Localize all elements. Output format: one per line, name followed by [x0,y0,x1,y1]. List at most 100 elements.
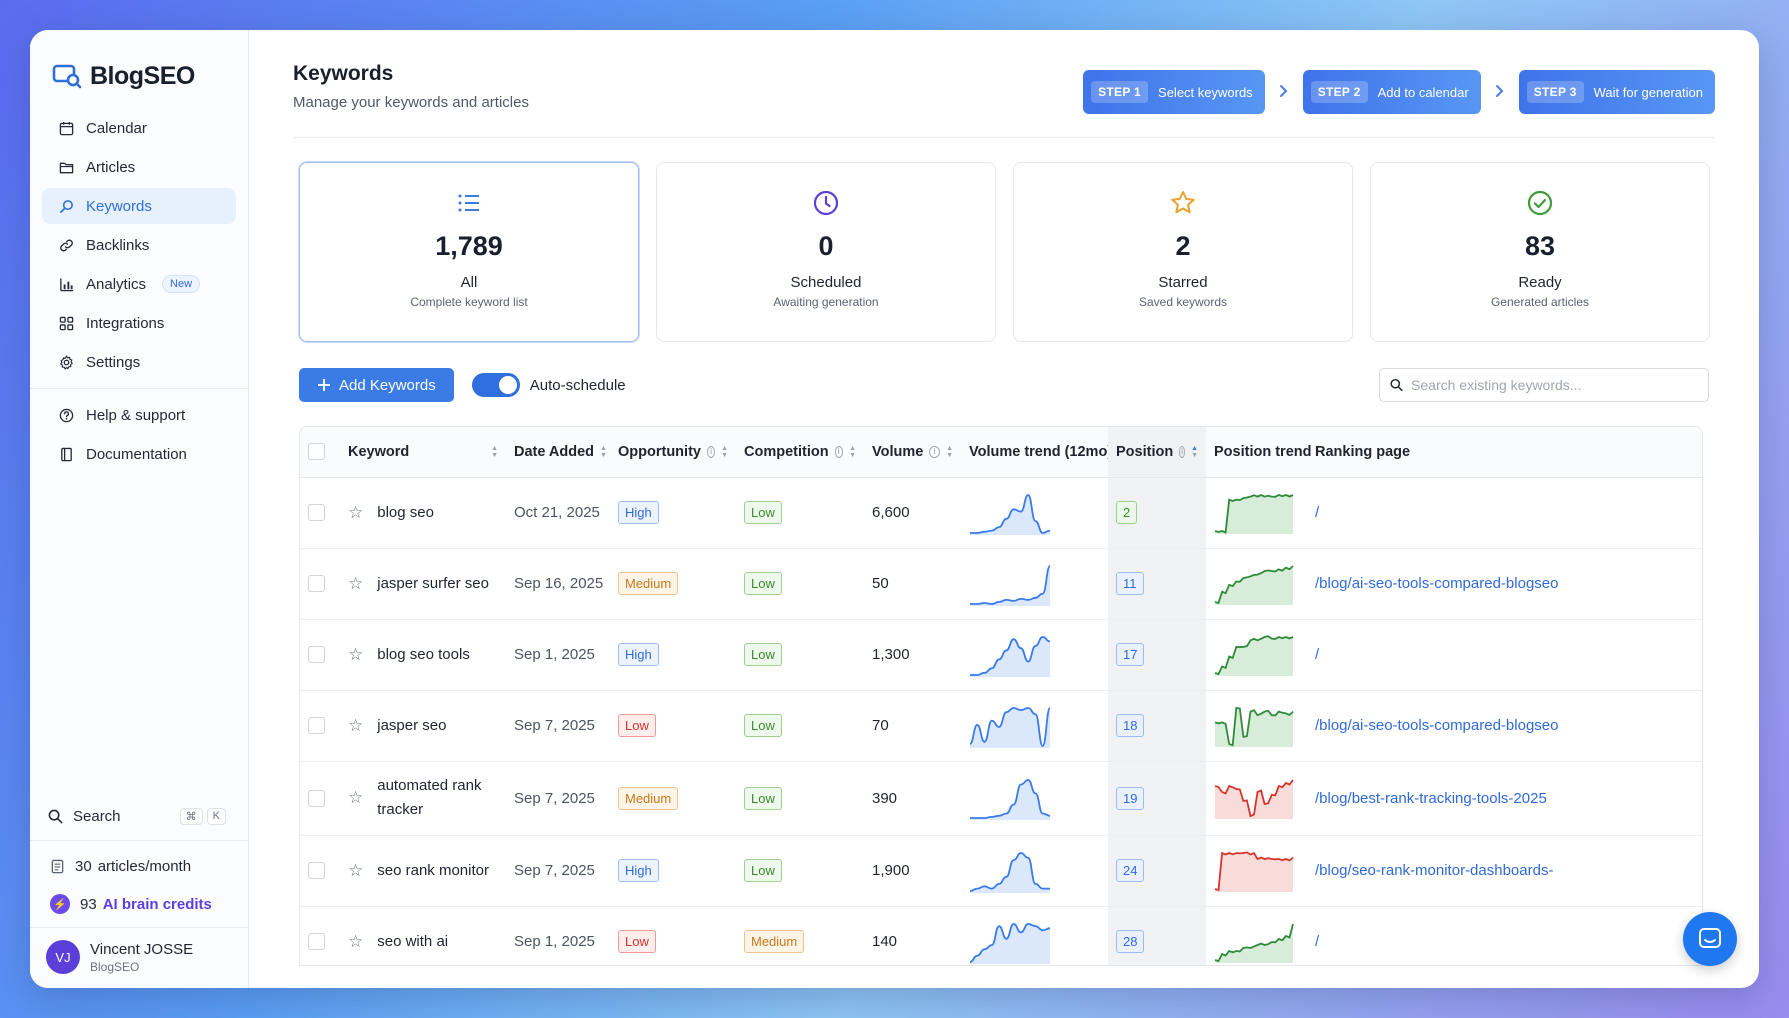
sidebar-item-integrations[interactable]: Integrations [42,305,236,341]
sidebar-item-label: Integrations [86,314,165,332]
sidebar-nav: Calendar Articles Keywords Backlinks Analyti… [42,110,236,380]
logo[interactable]: BlogSEO [42,54,236,98]
volume-cell: 140 [864,906,961,965]
info-icon[interactable]: i [834,445,844,458]
select-all-checkbox[interactable] [308,443,325,461]
column-competition[interactable]: Competition i ▲ ▼ [736,427,864,478]
sidebar-item-backlinks[interactable]: Backlinks [42,227,236,263]
table-row[interactable]: ☆ jasper surfer seo Sep 16, 2025 Medium L… [300,548,1702,620]
search-icon [58,198,74,214]
date-cell: Sep 1, 2025 [506,906,610,965]
row-checkbox[interactable] [308,717,325,735]
page-subtitle: Manage your keywords and articles [293,94,529,111]
stat-card-ready[interactable]: 83 Ready Generated articles [1370,162,1710,342]
competition-cell: Medium [736,906,864,965]
sort-icon[interactable]: ▲ ▼ [849,444,856,459]
ranking-page-link[interactable]: /blog/best-rank-tracking-tools-2025 [1315,789,1547,807]
sort-icon[interactable]: ▲ ▼ [491,444,498,459]
step-1[interactable]: STEP 1 Select keywords [1083,70,1265,114]
ranking-page-link[interactable]: /blog/seo-rank-monitor-dashboards- [1315,862,1554,879]
ranking-page-link[interactable]: / [1315,933,1320,950]
info-icon[interactable]: i [929,445,941,458]
sidebar-item-keywords[interactable]: Keywords [42,188,236,224]
keyword-search[interactable] [1379,368,1709,402]
step-3[interactable]: STEP 3 Wait for generation [1518,70,1715,114]
search-shortcut: ⌘ K [179,807,226,825]
credits-link[interactable]: AI brain credits [102,895,212,913]
sort-icon[interactable]: ▲ ▼ [721,444,728,459]
sidebar-search[interactable]: Search ⌘ K [30,798,248,834]
auto-schedule-toggle[interactable] [471,373,520,397]
info-icon[interactable]: i [1179,445,1186,458]
sidebar-item-analytics[interactable]: Analytics New [42,266,236,302]
sidebar-item-settings[interactable]: Settings [42,344,236,380]
ranking-page-link[interactable]: / [1315,504,1320,521]
table-row[interactable]: ☆ seo rank monitor Sep 7, 2025 High Low 1… [300,835,1702,907]
position-badge: 18 [1116,714,1145,737]
ranking-page-link[interactable]: /blog/ai-seo-tools-compared-blogseo [1315,717,1559,734]
ranking-page-cell: /blog/ai-seo-tools-compared-blogseo [1307,690,1702,762]
chat-button[interactable] [1683,912,1737,966]
stat-value: 1,789 [435,231,503,261]
credits-row[interactable]: ⚡ 93 AI brain credits [30,885,248,923]
chat-icon [1699,928,1721,948]
star-icon[interactable]: ☆ [348,502,364,522]
row-checkbox[interactable] [308,933,325,951]
keyword-cell: ☆ seo rank monitor [340,835,506,907]
table-row[interactable]: ☆ blog seo Oct 21, 2025 High Low 6,600 2 … [300,477,1702,549]
articles-quota: 30 articles/month [30,847,248,885]
stat-card-all[interactable]: 1,789 All Complete keyword list [299,162,639,342]
row-checkbox[interactable] [308,862,325,880]
user-profile[interactable]: VJ Vincent JOSSE BlogSEO [30,927,248,988]
stat-card-scheduled[interactable]: 0 Scheduled Awaiting generation [656,162,996,342]
table-row[interactable]: ☆ jasper seo Sep 7, 2025 Low Low 70 18 /b… [300,690,1702,762]
position-trend-chart [1214,850,1299,892]
star-icon[interactable]: ☆ [348,931,364,951]
step-2[interactable]: STEP 2 Add to calendar [1302,70,1481,114]
ranking-page-link[interactable]: /blog/ai-seo-tools-compared-blogseo [1315,575,1559,592]
info-icon[interactable]: i [706,445,716,458]
sidebar-item-calendar[interactable]: Calendar [42,110,236,146]
sidebar-item-label: Settings [86,353,141,371]
row-checkbox[interactable] [308,504,325,522]
row-select-cell [300,906,340,965]
stat-label: Starred [1158,274,1208,291]
auto-schedule-label: Auto-schedule [529,376,626,394]
add-keywords-button[interactable]: Add Keywords [299,368,454,402]
column-date-added[interactable]: Date Added ▲ ▼ [506,427,610,478]
sort-icon[interactable]: ▲ ▼ [600,444,607,459]
column-label: Opportunity [618,443,701,460]
sidebar-item-articles[interactable]: Articles [42,149,236,185]
position-trend-chart [1214,634,1299,676]
column-position[interactable]: Position i ▲ ▼ [1108,427,1206,478]
step-label: Wait for generation [1593,84,1703,100]
row-checkbox[interactable] [308,646,325,664]
row-checkbox[interactable] [308,575,325,593]
column-opportunity[interactable]: Opportunity i ▲ ▼ [610,427,736,478]
competition-badge: Low [744,501,782,524]
keyword-search-input[interactable] [1411,377,1698,393]
table-row[interactable]: ☆ blog seo tools Sep 1, 2025 High Low 1,3… [300,619,1702,691]
column-keyword[interactable]: Keyword ▲ ▼ [340,427,506,478]
keyword-text: jasper surfer seo [377,574,489,592]
grid-icon [58,315,74,331]
table-row[interactable]: ☆ automated rank tracker Sep 7, 2025 Medi… [300,761,1702,836]
keyword-text: jasper seo [377,716,447,734]
position-trend-cell [1206,906,1307,965]
ranking-page-link[interactable]: / [1315,646,1320,663]
sidebar-item-help-support[interactable]: Help & support [42,397,236,433]
sort-icon[interactable]: ▲ ▼ [946,444,953,459]
row-checkbox[interactable] [308,789,325,807]
stat-card-starred[interactable]: 2 Starred Saved keywords [1013,162,1353,342]
sort-icon[interactable]: ▲ ▼ [1191,444,1198,459]
star-icon[interactable]: ☆ [348,860,364,880]
star-icon[interactable]: ☆ [348,715,364,735]
table-row[interactable]: ☆ seo with ai Sep 1, 2025 Low Medium 140 … [300,906,1702,965]
sidebar-item-documentation[interactable]: Documentation [42,436,236,472]
star-icon[interactable]: ☆ [348,788,364,807]
star-icon[interactable]: ☆ [348,573,364,593]
sidebar-divider [30,840,248,841]
position-trend-chart [1214,705,1299,747]
star-icon[interactable]: ☆ [348,644,364,664]
column-volume[interactable]: Volume i ▲ ▼ [864,427,961,478]
